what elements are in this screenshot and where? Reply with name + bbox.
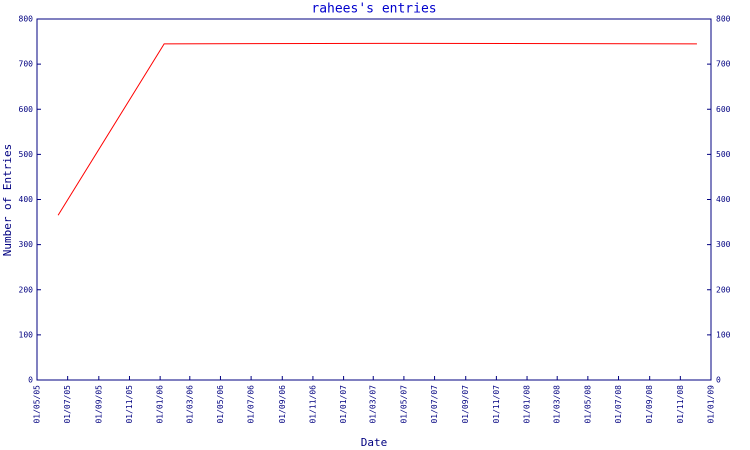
y2-tick-label: 800 [716, 15, 731, 24]
chart-title: rahees's entries [311, 2, 436, 17]
x-tick-label: 01/03/07 [369, 385, 378, 424]
y-axis-label: Number of Entries [1, 144, 14, 257]
y2-tick-label: 200 [716, 285, 731, 294]
x-tick-label: 01/07/06 [247, 385, 256, 424]
y2-tick-label: 700 [716, 60, 731, 69]
y-tick-label: 100 [19, 330, 34, 339]
x-tick-label: 01/03/06 [185, 385, 194, 424]
y-tick-label: 600 [19, 105, 34, 114]
y-tick-label: 500 [19, 150, 34, 159]
x-tick-label: 01/01/07 [339, 385, 348, 424]
y-tick-label: 800 [19, 15, 34, 24]
x-tick-label: 01/05/08 [583, 385, 592, 424]
x-tick-label: 01/09/05 [94, 385, 103, 424]
x-tick-label: 01/07/07 [430, 385, 439, 424]
y2-tick-label: 0 [716, 376, 721, 385]
x-tick-label: 01/11/05 [125, 385, 134, 424]
x-tick-label: 01/05/07 [399, 385, 408, 424]
data-line [57, 42, 697, 216]
x-tick-label: 01/11/07 [492, 385, 501, 424]
x-tick-label: 01/01/08 [523, 385, 532, 424]
y2-tick-label: 300 [716, 240, 731, 249]
y2-tick-label: 600 [716, 105, 731, 114]
x-tick-label: 01/05/05 [33, 385, 42, 424]
x-tick-label: 01/11/06 [308, 385, 317, 424]
x-tick-label: 01/09/07 [461, 385, 470, 424]
y2-tick-label: 500 [716, 150, 731, 159]
y-tick-label: 300 [19, 240, 34, 249]
y2-tick-label: 100 [716, 330, 731, 339]
plot-frame [36, 18, 712, 381]
y-tick-label: 700 [19, 60, 34, 69]
y-tick-label: 400 [19, 195, 34, 204]
y2-tick-label: 400 [716, 195, 731, 204]
x-tick-label: 01/05/06 [216, 385, 225, 424]
x-tick-label: 01/03/08 [553, 385, 562, 424]
x-tick-label: 01/09/08 [645, 385, 654, 424]
x-tick-label: 01/07/08 [614, 385, 623, 424]
x-axis-label: Date [361, 436, 388, 449]
y-tick-label: 200 [19, 285, 34, 294]
x-tick-label: 01/01/06 [156, 385, 165, 424]
y-tick-label: 0 [28, 376, 33, 385]
x-tick-label: 01/11/08 [676, 385, 685, 424]
x-tick-label: 01/09/06 [278, 385, 287, 424]
x-tick-label: 01/01/09 [707, 385, 716, 424]
x-tick-label: 01/07/05 [63, 385, 72, 424]
